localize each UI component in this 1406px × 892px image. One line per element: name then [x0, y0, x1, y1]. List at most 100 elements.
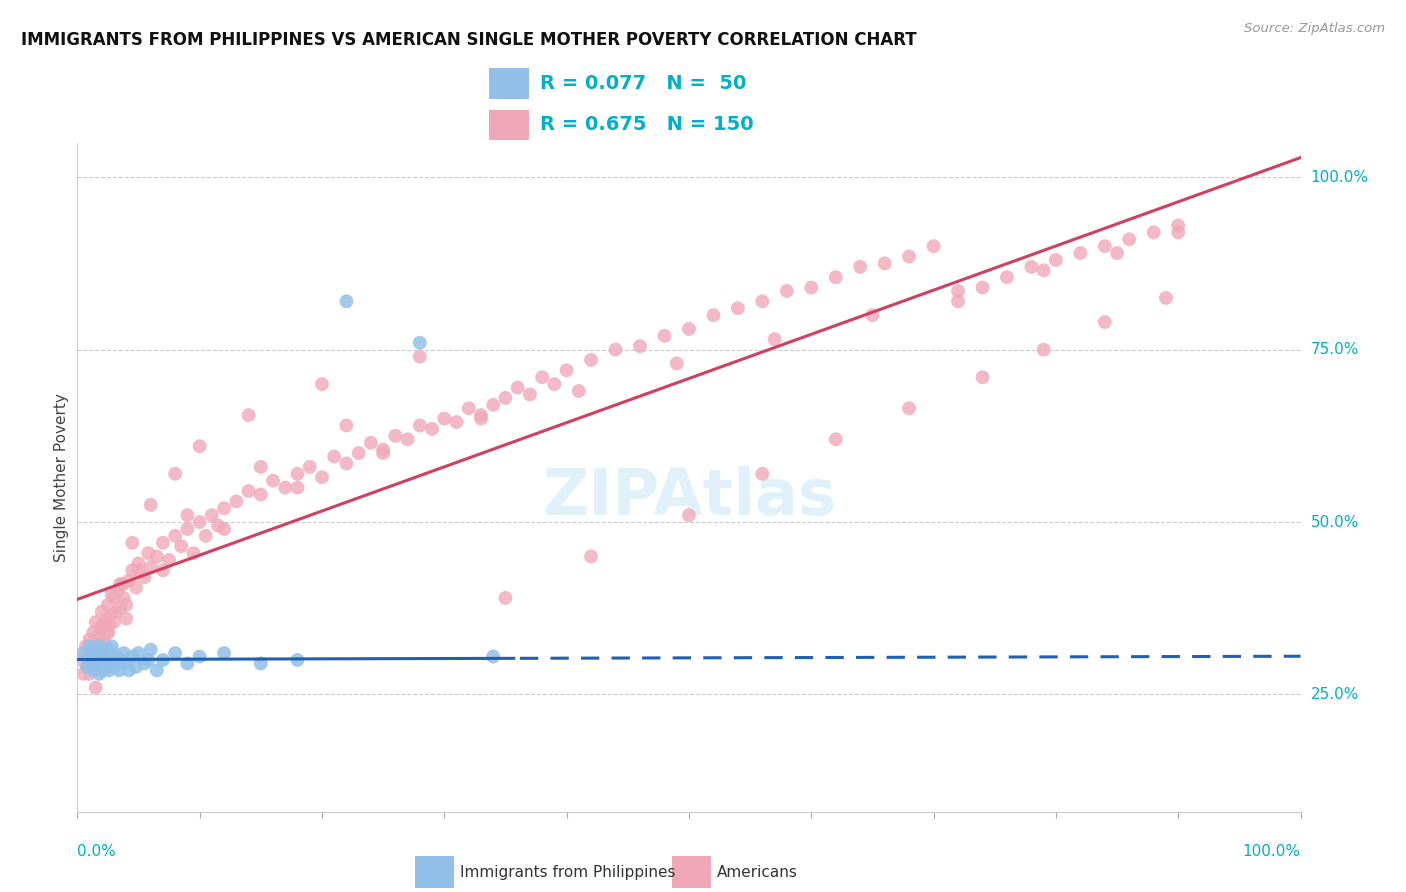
Point	[121, 649, 143, 664]
Point	[922, 239, 945, 253]
Point	[207, 518, 229, 533]
Text: Immigrants from Philippines: Immigrants from Philippines	[460, 865, 675, 880]
Point	[972, 280, 994, 294]
Point	[108, 601, 131, 615]
Point	[506, 380, 529, 394]
Point	[165, 529, 187, 543]
Point	[702, 308, 724, 322]
Point	[108, 577, 131, 591]
Point	[323, 450, 346, 464]
Point	[80, 649, 103, 664]
Point	[176, 522, 198, 536]
Point	[371, 442, 394, 457]
Point	[98, 663, 121, 677]
Point	[82, 663, 104, 677]
Point	[262, 474, 284, 488]
Point	[1094, 315, 1116, 329]
Point	[98, 618, 121, 632]
Point	[1143, 226, 1166, 240]
Point	[82, 663, 104, 677]
Point	[90, 622, 112, 636]
Point	[250, 657, 273, 671]
Point	[118, 663, 141, 677]
Bar	[489, 110, 529, 140]
Point	[495, 591, 517, 605]
Point	[665, 356, 688, 370]
Point	[79, 632, 101, 647]
Point	[250, 459, 273, 474]
Point	[121, 563, 143, 577]
Point	[579, 549, 602, 564]
Point	[800, 280, 823, 294]
Point	[146, 549, 169, 564]
Point	[238, 483, 260, 498]
Point	[873, 256, 896, 270]
Text: 100.0%: 100.0%	[1310, 169, 1368, 185]
Point	[194, 529, 217, 543]
Point	[482, 649, 505, 664]
Point	[1032, 343, 1054, 357]
Point	[420, 422, 443, 436]
Text: ZIPAtlas: ZIPAtlas	[541, 467, 837, 528]
Point	[287, 481, 309, 495]
Point	[91, 632, 114, 647]
Point	[165, 467, 187, 481]
Point	[579, 353, 602, 368]
Point	[90, 618, 112, 632]
Point	[1167, 219, 1189, 233]
Point	[433, 411, 456, 425]
Point	[80, 657, 103, 671]
Point	[139, 642, 162, 657]
Point	[183, 546, 205, 560]
Point	[105, 649, 128, 664]
Point	[84, 657, 107, 671]
Point	[72, 646, 94, 660]
Point	[111, 577, 134, 591]
Point	[97, 625, 120, 640]
Text: R = 0.077   N =  50: R = 0.077 N = 50	[540, 74, 747, 93]
Point	[152, 563, 174, 577]
Point	[118, 574, 141, 588]
Point	[94, 653, 117, 667]
Point	[97, 598, 120, 612]
Point	[898, 250, 921, 264]
Point	[80, 639, 103, 653]
Point	[84, 649, 107, 664]
Point	[76, 660, 98, 674]
Point	[287, 653, 309, 667]
Point	[90, 605, 112, 619]
Point	[125, 660, 148, 674]
Point	[1069, 246, 1091, 260]
Point	[103, 615, 125, 629]
Point	[1094, 239, 1116, 253]
Point	[188, 649, 211, 664]
Point	[139, 498, 162, 512]
Point	[225, 494, 247, 508]
Point	[84, 657, 107, 671]
Point	[100, 639, 122, 653]
Point	[86, 642, 108, 657]
Point	[103, 660, 125, 674]
Point	[409, 350, 432, 364]
Point	[628, 339, 651, 353]
Point	[1107, 246, 1129, 260]
Point	[824, 270, 846, 285]
Point	[188, 515, 211, 529]
Point	[176, 508, 198, 523]
Point	[127, 557, 149, 571]
Point	[97, 625, 120, 640]
Point	[105, 605, 128, 619]
Point	[70, 653, 93, 667]
Point	[152, 653, 174, 667]
Point	[97, 657, 120, 671]
Point	[995, 270, 1018, 285]
Point	[84, 681, 107, 695]
Point	[152, 535, 174, 549]
Point	[127, 646, 149, 660]
Point	[1021, 260, 1043, 274]
Point	[751, 294, 773, 309]
Point	[72, 666, 94, 681]
Point	[763, 332, 786, 346]
Point	[531, 370, 554, 384]
Point	[80, 646, 103, 660]
